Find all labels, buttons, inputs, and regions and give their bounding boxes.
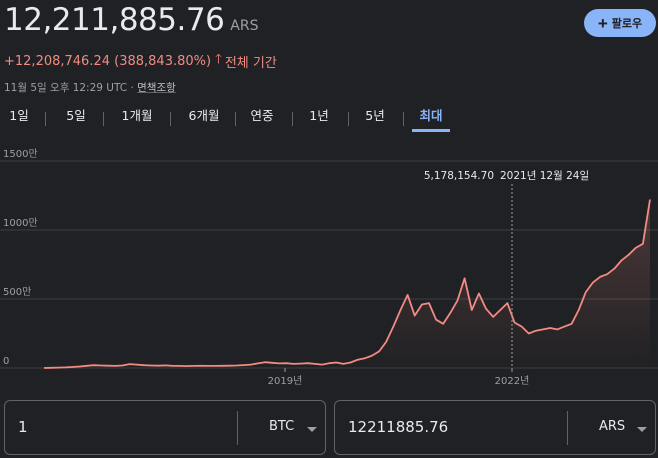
price-change: +12,208,746.24 (388,843.80%) 🡑 전체 기간 — [4, 50, 277, 72]
price-display: 12,211,885.76 ARS — [4, 2, 259, 38]
converter-to: 12211885.76 ARS — [334, 400, 656, 455]
tab-max[interactable]: 최대 — [412, 106, 450, 132]
plus-icon: + — [597, 13, 608, 33]
follow-button-label: 팔로우 — [611, 18, 643, 30]
tab-divider — [403, 112, 404, 126]
y-tick-label: 500만 — [3, 286, 31, 298]
x-tick-label: 2019년 — [268, 375, 303, 387]
tab-divider — [348, 112, 349, 126]
tab-divider — [45, 112, 46, 126]
chevron-down-icon[interactable] — [307, 427, 317, 432]
from-amount-input[interactable]: 1 — [18, 418, 28, 436]
tab-5d[interactable]: 5일 — [66, 108, 86, 123]
tooltip-value: 5,178,154.70 — [424, 170, 494, 182]
timestamp-line: 11월 5일 오후 12:29 UTC · 면책조항 — [4, 80, 176, 95]
converter-divider — [567, 411, 568, 445]
timestamp: 11월 5일 오후 12:29 UTC · — [4, 82, 138, 94]
tab-5y[interactable]: 5년 — [365, 108, 385, 123]
change-period: 전체 기간 — [224, 55, 277, 71]
tab-ytd[interactable]: 연중 — [250, 108, 274, 123]
y-tick-label: 1000만 — [3, 217, 38, 229]
arrow-up-icon: 🡑 — [215, 52, 222, 67]
tab-6m[interactable]: 6개월 — [188, 108, 220, 123]
tab-1d[interactable]: 1일 — [9, 108, 29, 123]
tab-1m[interactable]: 1개월 — [121, 108, 153, 123]
tooltip-date: 2021년 12월 24일 — [500, 169, 589, 182]
chevron-down-icon[interactable] — [637, 427, 647, 432]
y-tick-label: 0 — [3, 356, 9, 367]
tab-divider — [235, 112, 236, 126]
converter-from: 1 BTC — [4, 400, 326, 455]
to-currency-select[interactable]: ARS — [599, 419, 626, 434]
time-range-tabs: 1일 5일 1개월 6개월 연중 1년 5년 최대 — [0, 106, 658, 132]
tab-divider — [170, 112, 171, 126]
y-tick-label: 1500만 — [3, 148, 38, 160]
price-chart[interactable]: 0 500만 1000만 1500만 2019년 2022년 5,178,154.70 202… — [0, 140, 658, 395]
series-line — [43, 199, 651, 369]
series-area — [44, 199, 650, 368]
tab-divider — [292, 112, 293, 126]
tab-divider — [103, 112, 104, 126]
x-tick-label: 2022년 — [495, 375, 530, 387]
change-value: +12,208,746.24 (388,843.80%) — [4, 53, 212, 69]
converter-divider — [237, 411, 238, 445]
from-currency-select[interactable]: BTC — [269, 419, 295, 434]
disclaimer-link[interactable]: 면책조항 — [137, 82, 176, 94]
tab-1y[interactable]: 1년 — [309, 108, 329, 123]
follow-button[interactable]: + 팔로우 — [584, 9, 656, 37]
price-currency: ARS — [230, 18, 259, 34]
current-price: 12,211,885.76 — [4, 2, 225, 38]
to-amount-input[interactable]: 12211885.76 — [348, 418, 449, 436]
